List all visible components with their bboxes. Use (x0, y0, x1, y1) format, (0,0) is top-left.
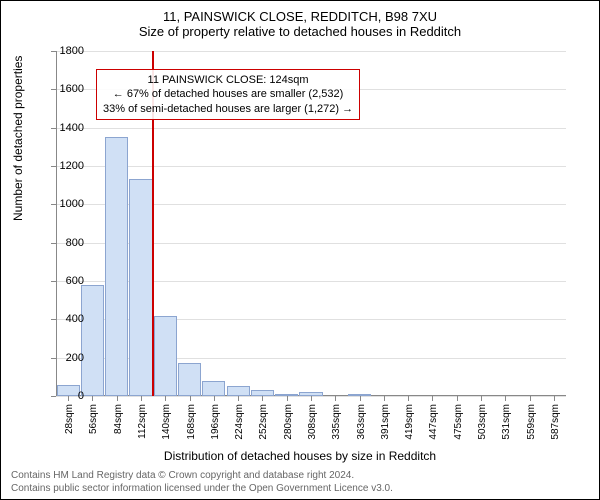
subtitle: Size of property relative to detached ho… (1, 24, 599, 39)
histogram-bar (202, 381, 225, 396)
y-tick: 1000 (44, 198, 84, 210)
histogram-bar (81, 285, 104, 396)
y-tick: 1200 (44, 160, 84, 172)
y-tick: 1400 (44, 122, 84, 134)
histogram-bar (227, 386, 250, 396)
x-tick: 140sqm (161, 404, 172, 440)
x-tick: 196sqm (210, 404, 221, 440)
footer-line2: Contains public sector information licen… (11, 482, 393, 495)
x-tick: 559sqm (526, 404, 537, 440)
y-tick: 1600 (44, 83, 84, 95)
x-tick: 28sqm (64, 404, 75, 434)
address-title: 11, PAINSWICK CLOSE, REDDITCH, B98 7XU (1, 9, 599, 24)
y-tick: 600 (44, 275, 84, 287)
x-tick: 168sqm (186, 404, 197, 440)
x-tick: 447sqm (428, 404, 439, 440)
x-tick: 419sqm (404, 404, 415, 440)
chart: 11 PAINSWICK CLOSE: 124sqm← 67% of detac… (56, 51, 566, 396)
y-tick: 1800 (44, 45, 84, 57)
histogram-bar (154, 316, 177, 397)
y-tick: 200 (44, 352, 84, 364)
x-tick: 363sqm (356, 404, 367, 440)
footer-line1: Contains HM Land Registry data © Crown c… (11, 469, 393, 482)
annot-line1: 11 PAINSWICK CLOSE: 124sqm (103, 73, 353, 87)
y-axis-label: Number of detached properties (11, 56, 25, 221)
histogram-bar (129, 179, 152, 396)
y-tick: 400 (44, 313, 84, 325)
annot-line2: ← 67% of detached houses are smaller (2,… (103, 87, 353, 101)
x-axis-label: Distribution of detached houses by size … (1, 449, 599, 463)
x-tick: 56sqm (88, 404, 99, 434)
x-tick: 391sqm (380, 404, 391, 440)
x-tick: 531sqm (501, 404, 512, 440)
x-tick: 84sqm (113, 404, 124, 434)
annot-line3: 33% of semi-detached houses are larger (… (103, 102, 353, 116)
y-tick: 800 (44, 237, 84, 249)
x-tick: 224sqm (234, 404, 245, 440)
annotation-box: 11 PAINSWICK CLOSE: 124sqm← 67% of detac… (96, 69, 360, 120)
x-tick: 308sqm (307, 404, 318, 440)
x-tick: 335sqm (331, 404, 342, 440)
x-tick: 252sqm (258, 404, 269, 440)
histogram-bar (105, 137, 128, 396)
x-tick: 587sqm (550, 404, 561, 440)
x-tick: 280sqm (283, 404, 294, 440)
footer-attribution: Contains HM Land Registry data © Crown c… (11, 469, 393, 495)
x-tick: 475sqm (453, 404, 464, 440)
y-tick: 0 (44, 390, 84, 402)
x-tick: 112sqm (137, 404, 148, 439)
histogram-bar (178, 363, 201, 396)
x-tick: 503sqm (477, 404, 488, 440)
